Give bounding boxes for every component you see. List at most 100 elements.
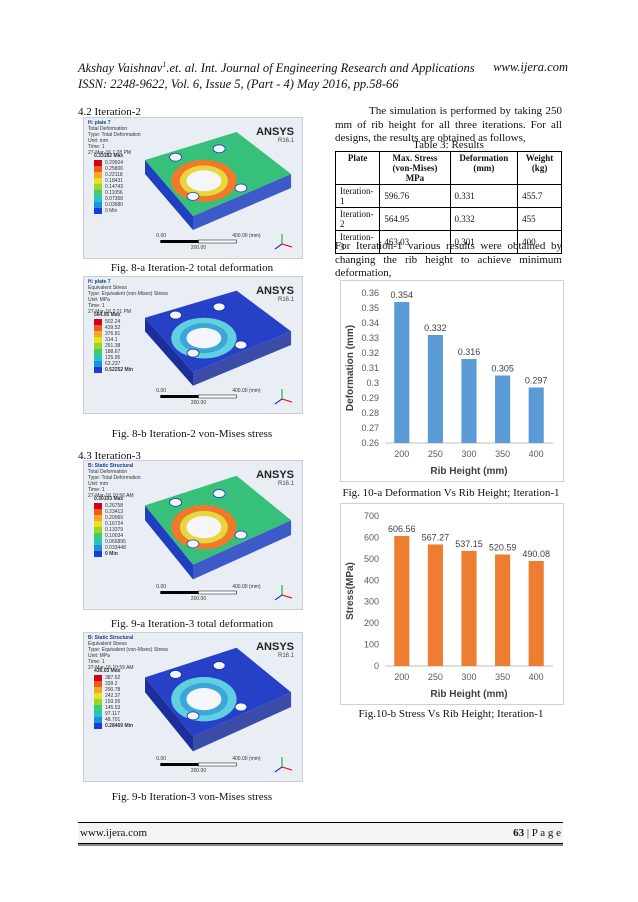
- plate-bolt-hole: [212, 144, 226, 154]
- legend-value: 0.29504: [105, 160, 124, 166]
- legend-value: 387.62: [105, 675, 121, 681]
- legend-swatch: [94, 515, 102, 521]
- figure-title: B: Static Structural: [88, 463, 134, 469]
- figure-info-line: Type: Total Deformation: [88, 475, 141, 481]
- plate-bolt-hole: [186, 711, 200, 721]
- figure-title: B: Static Structural: [88, 635, 134, 641]
- figure-info-line: Equivalent Stress: [88, 641, 127, 647]
- legend-swatch: [94, 367, 102, 373]
- x-tick-label: 250: [428, 449, 443, 459]
- legend-max: 0.33182 Max: [94, 153, 124, 159]
- y-tick-label: 0: [374, 661, 379, 671]
- figure-8a-caption: Fig. 8-a Iteration-2 total deformation: [110, 262, 274, 274]
- legend-value: 0.10034: [105, 533, 124, 539]
- axis-triad-line: [281, 398, 293, 403]
- y-tick-label: 500: [364, 554, 379, 564]
- scale-bar-segment: [198, 239, 237, 244]
- legend-value: 339.2: [105, 681, 118, 687]
- y-tick-label: 300: [364, 597, 379, 607]
- scale-bar-segment: [198, 590, 237, 595]
- bar: [394, 536, 410, 666]
- plate-bolt-hole: [212, 302, 226, 312]
- legend-swatch: [94, 202, 102, 208]
- axis-triad-icon: [274, 585, 293, 601]
- table-row: Iteration-1 596.76 0.331 455.7: [334, 184, 562, 208]
- stress-chart-frame: 0 100 200 300 400 500 600 700 606.56 200 567.27 250…: [340, 503, 564, 705]
- figure-info-line: Time: 1: [88, 487, 105, 493]
- bar: [427, 544, 443, 666]
- figure-info-line: Unit: MPa: [88, 653, 110, 659]
- figure-10a-caption: Fig. 10-a Deformation Vs Rib Height; Ite…: [342, 487, 560, 499]
- footer-website[interactable]: www.ijera.com: [80, 827, 148, 839]
- y-tick-label: 400: [364, 575, 379, 585]
- legend-swatch: [94, 355, 102, 361]
- axis-triad-line: [274, 243, 283, 250]
- data-label: 0.354: [391, 290, 414, 300]
- table-header-row: Plate Max. Stress (von-Mises) MPa Deform…: [334, 151, 562, 185]
- legend-swatch: [94, 687, 102, 693]
- plate-front-face: [145, 160, 193, 230]
- header-journal: .et. al. Int. Journal of Engineering Res…: [166, 61, 475, 76]
- bar: [495, 375, 511, 443]
- legend-min: 0 Min: [105, 551, 118, 557]
- ansys-logo: ANSYS: [256, 126, 294, 138]
- plate-front-face: [145, 677, 193, 752]
- y-tick-label: 0.27: [361, 423, 379, 433]
- table-cell: 564.95: [379, 207, 451, 231]
- header-citation: Akshay Vaishnav1.et. al. Int. Journal of…: [78, 60, 475, 76]
- scale-label-left: 0.00: [156, 756, 167, 762]
- footer-page-suffix: | P a g e: [524, 827, 561, 839]
- legend-value: 439.52: [105, 325, 121, 331]
- table-cell: 400: [517, 230, 562, 254]
- x-tick-label: 300: [461, 672, 476, 682]
- legend-swatch: [94, 539, 102, 545]
- data-label: 0.332: [424, 323, 447, 333]
- legend-swatch: [94, 705, 102, 711]
- legend-value: 0.03680: [105, 202, 124, 208]
- legend-max: 436.03 Max: [94, 668, 121, 674]
- table-cell: 455: [517, 207, 562, 231]
- y-tick-label: 0.29: [361, 393, 379, 403]
- axis-triad-line: [274, 766, 283, 773]
- figure-9a-caption: Fig. 9-a Iteration-3 total deformation: [110, 618, 274, 630]
- header-website[interactable]: www.ijera.com: [493, 60, 568, 74]
- figure-info-line: 27-Mar-16 2:21 PM: [88, 309, 132, 315]
- legend-value: 0.16724: [105, 521, 124, 527]
- figure-info-line: Time: 1: [88, 659, 105, 665]
- scale-label-right: 400.00 (mm): [232, 584, 261, 590]
- legend-swatch: [94, 693, 102, 699]
- y-tick-label: 700: [364, 511, 379, 521]
- axis-triad-line: [274, 594, 283, 601]
- plate-bolt-hole: [169, 310, 182, 320]
- legend-min: 0.52252 Min: [105, 367, 134, 373]
- data-label: 0.305: [491, 364, 514, 374]
- legend-swatch: [94, 178, 102, 184]
- legend-value: 193.95: [105, 699, 121, 705]
- axis-triad-icon: [274, 757, 293, 773]
- y-axis-title: Stress(MPa): [345, 562, 356, 620]
- results-table: Plate Max. Stress (von-Mises) MPa Deform…: [334, 151, 562, 254]
- legend-min: 0.28469 Min: [105, 723, 134, 729]
- legend-swatch: [94, 331, 102, 337]
- legend-swatch: [94, 196, 102, 202]
- legend-value: 0.26758: [105, 503, 124, 509]
- fea-figure-9a: B: Static Structural Total Deformation Typ…: [83, 460, 303, 610]
- data-label: 520.59: [489, 542, 517, 552]
- figure-title: H: plate 7: [88, 279, 111, 285]
- fea-figure-8a: H: plate 7 Total Deformation Type: Total D…: [83, 117, 303, 259]
- legend-swatch: [94, 545, 102, 551]
- legend-value: 0.13379: [105, 527, 124, 533]
- data-label: 537.15: [455, 539, 483, 549]
- scale-label-mid: 200.00: [190, 400, 207, 406]
- figure-info-line: Total Deformation: [88, 126, 128, 132]
- plate-bolt-hole: [234, 530, 248, 540]
- ansys-logo: ANSYS: [256, 641, 294, 653]
- y-axis-title: Deformation (mm): [345, 325, 356, 411]
- x-tick-label: 350: [495, 449, 510, 459]
- table-header-cell: Weight (kg): [517, 151, 562, 185]
- plate-bolt-hole: [212, 489, 226, 498]
- legend-swatch: [94, 699, 102, 705]
- figure-info-line: Total Deformation: [88, 469, 128, 475]
- legend-max: 564.95 Max: [94, 312, 121, 318]
